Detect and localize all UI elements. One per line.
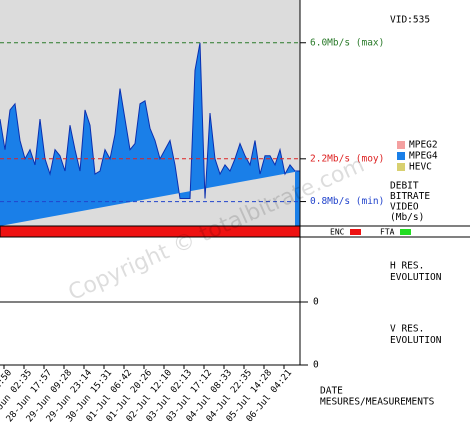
panel-title: EVOLUTION (390, 272, 442, 283)
legend-label: MPEG4 (409, 151, 438, 162)
y-axis-label: VIDEO (390, 202, 419, 213)
panel-title: V RES. (390, 324, 424, 335)
x-axis-label: DATE (320, 386, 343, 397)
legend-swatch (397, 152, 405, 160)
status-label: ENC (330, 228, 345, 237)
id-label: VID:535 (390, 15, 430, 26)
reference-label: 6.0Mb/s (max) (310, 37, 384, 48)
status-swatch (350, 229, 361, 235)
y-axis-label: (Mb/s) (390, 212, 424, 223)
panel-tick-label: 0 (313, 360, 319, 371)
panel-tick-label: 0 (313, 297, 319, 308)
status-label: FTA (380, 228, 395, 237)
panel-title: EVOLUTION (390, 335, 442, 346)
y-axis-label: BITRATE (390, 191, 430, 202)
status-strip (0, 225, 301, 238)
legend-label: MPEG2 (409, 140, 438, 151)
area (0, 42, 300, 226)
panel-title: H RES. (390, 261, 424, 272)
reference-label: 2.2Mb/s (moy) (310, 153, 384, 164)
area-edge (0, 42, 300, 200)
legend-swatch (397, 163, 405, 171)
status-swatch (400, 229, 411, 235)
legend-label: HEVC (409, 162, 432, 173)
legend-swatch (397, 141, 405, 149)
x-axis-label: MESURES/MEASUREMENTS (320, 397, 435, 408)
y-axis-label: DEBIT (390, 181, 419, 192)
reference-label: 0.8Mb/s (min) (310, 196, 384, 207)
